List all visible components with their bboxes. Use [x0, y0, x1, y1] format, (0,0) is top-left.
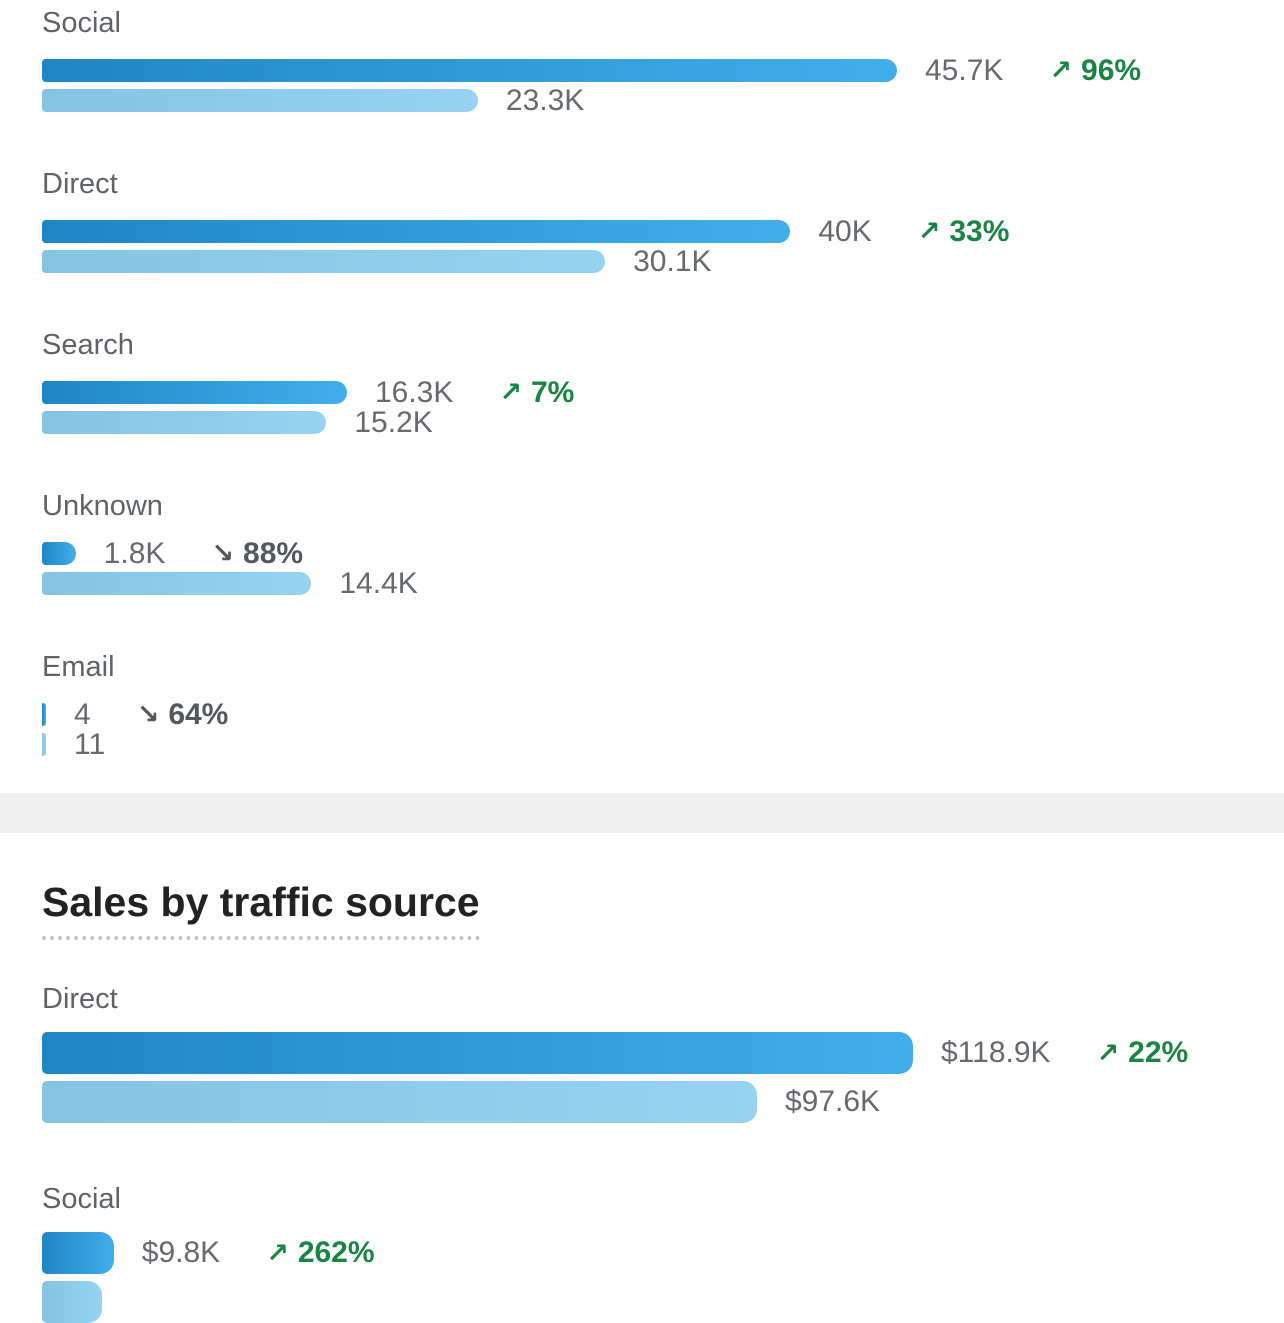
traffic-source-label: Unknown [42, 490, 163, 522]
trend-up-icon: ↗ [266, 1237, 289, 1268]
previous-period-bar [42, 250, 606, 273]
trend-up-icon: ↗ [1096, 1037, 1120, 1068]
current-value: 16.3K [374, 375, 454, 409]
current-period-bar [42, 220, 791, 243]
trend-up-icon: ↗ [499, 377, 522, 407]
change-badge: ↗ 96% [1049, 54, 1141, 88]
change-value: 33% [949, 214, 1010, 248]
current-period-bar [42, 1232, 114, 1274]
current-value: 4 [74, 697, 91, 731]
change-value: 64% [168, 697, 229, 731]
traffic-source-label: Direct [42, 168, 118, 200]
current-period-bar [42, 542, 76, 565]
previous-value: 15.2K [354, 405, 433, 439]
change-value: 262% [297, 1236, 375, 1269]
previous-period-bar [42, 733, 46, 756]
traffic-by-source-chart: Social 45.7K ↗ 96% 23.3K Direct 40K ↗ [42, 6, 1264, 761]
change-value: 96% [1081, 53, 1142, 87]
current-value: 40K [818, 214, 872, 248]
change-badge: ↗ 262% [266, 1236, 374, 1270]
traffic-source-label: Social [42, 1183, 121, 1215]
change-badge: ↘ 88% [211, 537, 303, 571]
change-badge: ↗ 22% [1097, 1036, 1189, 1070]
trend-up-icon: ↗ [917, 216, 941, 246]
traffic-source-label: Social [42, 7, 121, 39]
change-value: 88% [243, 536, 304, 570]
previous-period-bar [42, 572, 312, 595]
previous-period-bar [42, 411, 327, 434]
current-value: 45.7K [925, 53, 1004, 87]
current-period-bar [42, 1032, 913, 1074]
trend-down-icon: ↘ [136, 699, 160, 729]
change-badge: ↘ 64% [137, 698, 229, 732]
traffic-source-label: Direct [42, 983, 118, 1015]
previous-period-bar [42, 89, 478, 112]
previous-period-bar [42, 1281, 102, 1323]
traffic-row-search: Search 16.3K ↗ 7% 15.2K [42, 328, 1264, 439]
previous-value: 30.1K [633, 244, 712, 278]
current-value: $118.9K [941, 1036, 1051, 1069]
current-period-bar [42, 381, 347, 404]
trend-up-icon: ↗ [1049, 55, 1073, 85]
trend-down-icon: ↘ [211, 538, 235, 568]
traffic-row-email: Email 4 ↘ 64% 11 [42, 650, 1264, 761]
sales-row-social: Social $9.8K ↗ 262% [42, 1182, 1264, 1323]
current-period-bar [42, 59, 897, 82]
section-divider [0, 793, 1284, 833]
change-value: 22% [1128, 1036, 1189, 1069]
current-value: $9.8K [141, 1236, 221, 1269]
previous-value: 14.4K [339, 566, 418, 600]
traffic-row-unknown: Unknown 1.8K ↘ 88% 14.4K [42, 489, 1264, 600]
traffic-row-direct: Direct 40K ↗ 33% 30.1K [42, 167, 1264, 278]
previous-period-bar [42, 1081, 757, 1123]
change-badge: ↗ 7% [499, 376, 574, 410]
traffic-row-social: Social 45.7K ↗ 96% 23.3K [42, 6, 1264, 117]
current-period-bar [42, 703, 46, 726]
previous-value: $97.6K [784, 1085, 881, 1118]
previous-value: 23.3K [505, 83, 585, 117]
current-value: 1.8K [103, 536, 166, 570]
sales-row-direct: Direct $118.9K ↗ 22% $97.6K [42, 982, 1264, 1123]
sales-by-traffic-source-chart: Sales by traffic source Direct $118.9K ↗… [42, 833, 1264, 1323]
change-badge: ↗ 33% [918, 215, 1010, 249]
traffic-source-label: Search [42, 329, 134, 361]
sales-by-traffic-source-heading[interactable]: Sales by traffic source [42, 879, 480, 940]
change-value: 7% [530, 375, 575, 409]
previous-value: 11 [74, 727, 106, 761]
traffic-source-label: Email [42, 651, 115, 683]
